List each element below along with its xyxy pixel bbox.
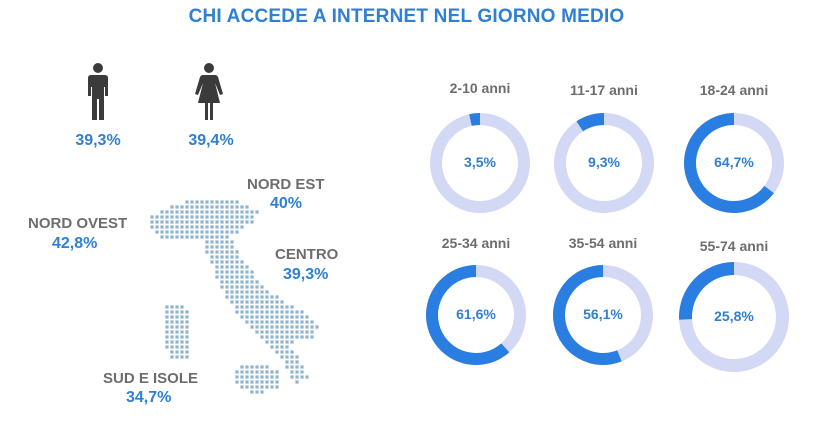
donut-value-4: 56,1%	[583, 306, 623, 322]
region-value-nord-ovest: 42,8%	[52, 235, 98, 252]
region-value-nord-est: 40%	[270, 195, 303, 212]
region-value-centro: 39,3%	[283, 266, 329, 283]
age-label-1: 11-17 anni	[570, 82, 638, 98]
donut-1	[554, 113, 654, 213]
region-value-sud-isole: 34,7%	[126, 389, 172, 406]
age-label-5: 55-74 anni	[699, 238, 769, 254]
donut-value-0: 3,5%	[464, 154, 496, 170]
donut-track-2	[734, 113, 784, 194]
male-value: 39,3%	[75, 132, 121, 149]
donut-value-5: 25,8%	[714, 308, 754, 324]
male-icon	[88, 63, 108, 120]
donut-track-4	[603, 265, 653, 362]
italy-map	[150, 200, 319, 394]
age-label-4: 35-54 anni	[568, 235, 638, 251]
female-value: 39,4%	[188, 132, 234, 149]
donut-2	[684, 113, 784, 213]
donut-3	[426, 265, 526, 365]
age-label-2: 18-24 anni	[699, 82, 769, 98]
chart-title: CHI ACCEDE A INTERNET NEL GIORNO MEDIO	[188, 6, 625, 27]
region-name-nord-ovest: NORD OVEST	[28, 215, 128, 232]
donut-5	[679, 262, 789, 372]
donut-slice-1	[576, 113, 604, 132]
age-label-3: 25-34 anni	[441, 235, 511, 251]
donut-slice-5	[679, 262, 734, 320]
female-icon	[195, 63, 223, 120]
donut-4	[553, 265, 653, 365]
donut-0	[430, 113, 530, 213]
donut-value-3: 61,6%	[456, 306, 496, 322]
donut-slice-4	[553, 265, 622, 365]
region-name-sud-isole: SUD E ISOLE	[103, 370, 199, 387]
region-name-centro: CENTRO	[275, 246, 339, 263]
donut-slice-3	[426, 265, 510, 365]
region-name-nord-est: NORD EST	[247, 176, 325, 193]
donut-track-3	[476, 265, 526, 353]
donut-value-2: 64,7%	[714, 154, 754, 170]
donut-slice-0	[469, 113, 480, 126]
age-label-0: 2-10 anni	[449, 80, 511, 96]
donut-value-1: 9,3%	[588, 154, 620, 170]
